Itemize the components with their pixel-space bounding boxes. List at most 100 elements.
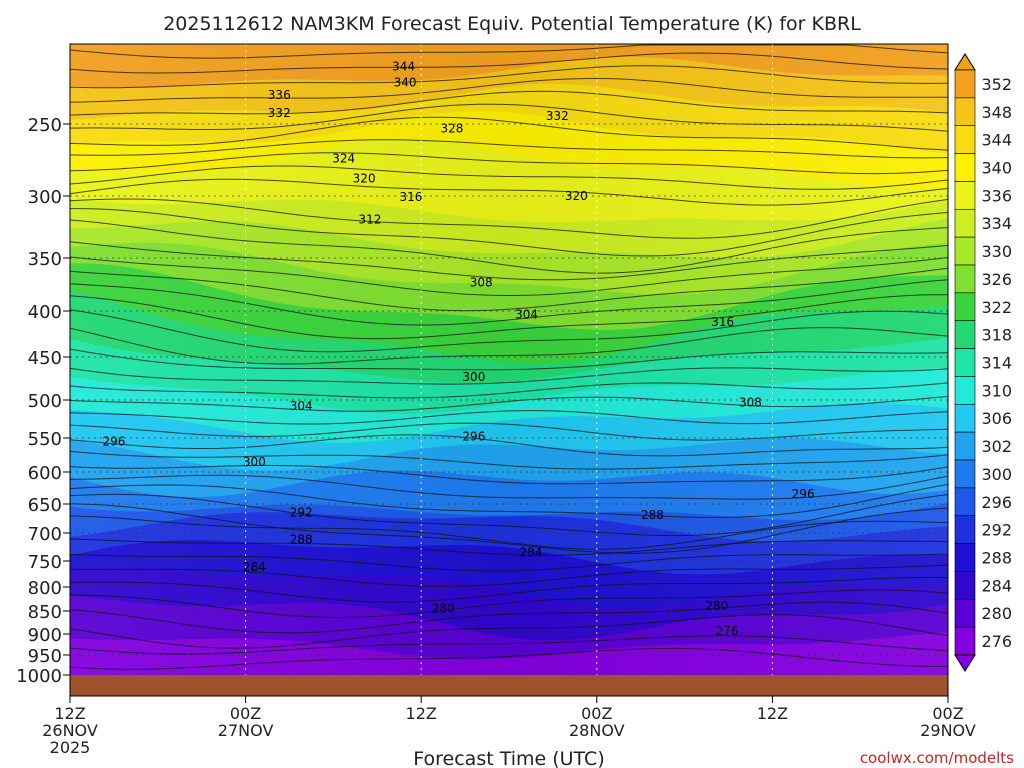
colorbar-swatch [954,431,976,461]
contour-label: 296 [102,434,125,448]
colorbar-label: 280 [981,604,1012,623]
y-tick-label: 650 [28,495,62,516]
colorbar-label: 348 [981,103,1012,122]
colorbar-label: 352 [981,75,1012,94]
ground-bar [70,675,948,696]
x-tick-time: 12Z [757,704,788,723]
colorbar-swatch [954,626,976,656]
y-tick-label: 800 [28,578,62,599]
x-tick-date: 26NOV [42,721,98,740]
contour-line [69,219,949,274]
contour-label: 288 [290,533,313,547]
contour-line [69,647,948,670]
x-tick-time: 00Z [932,704,963,723]
colorbar-swatch [954,571,976,600]
y-tick-label: 700 [28,524,62,545]
field-shading [70,44,948,675]
contour-line [69,515,949,550]
colorbar-swatch [954,97,976,127]
contour-line [69,493,949,537]
x-tick-date: 28NOV [569,721,625,740]
colorbar-label: 284 [981,576,1012,595]
colorbar-label: 318 [981,326,1012,345]
y-tick-label: 900 [28,625,62,646]
contour-line [69,78,948,103]
colorbar-label: 292 [981,521,1012,540]
colorbar-swatch [954,320,976,349]
colorbar-swatch [954,348,976,377]
contour-label: 296 [462,429,485,443]
colorbar: 352 348 344 340 336 334 330 326 322 318 314 310 306 3… [954,53,1012,672]
gridlines [70,44,948,676]
contour-label: 292 [290,506,313,520]
y-tick-label: 300 [28,187,62,208]
colorbar-label: 334 [981,214,1012,233]
contour-line [69,152,949,175]
y-tick-label: 400 [28,302,62,323]
contour-line [69,614,949,649]
colorbar-swatch [954,208,976,238]
contour-label: 304 [290,399,313,413]
y-tick-label: 850 [28,602,62,623]
contour-label: 280 [705,599,728,613]
colorbar-label: 296 [981,493,1012,512]
x-tick-date: 29NOV [920,721,976,740]
contour-line [69,267,949,312]
contour-line [69,198,949,239]
x-tick-date: 27NOV [218,721,274,740]
colorbar-swatch [954,153,976,182]
contour-line [69,450,949,470]
y-tick-label: 550 [28,429,62,450]
contour-line [69,116,949,151]
contour-label: 316 [711,315,734,329]
x-tick-year: 2025 [50,738,91,757]
colorbar-label: 288 [981,549,1012,568]
contour-label: 340 [394,75,417,89]
contour-label: 304 [515,308,538,322]
colorbar-label: 306 [981,409,1012,428]
contour-line [69,483,949,519]
contour-line [69,422,949,441]
contour-line [69,165,949,190]
colorbar-label: 336 [981,186,1012,205]
contour-line [69,65,949,89]
colorbar-label: 326 [981,270,1012,289]
contour-label: 308 [470,275,493,289]
contour-line [69,410,949,425]
x-tick-time: 00Z [581,704,612,723]
colorbar-swatch [954,459,976,489]
contour-label: 276 [716,624,739,638]
contour-line [69,44,949,59]
x-axis-label: Forecast Time (UTC) [413,748,604,768]
colorbar-swatch [954,543,976,572]
y-tick-label: 950 [28,646,62,667]
colorbar-label: 300 [981,465,1012,484]
contour-line [69,538,948,556]
contour-line [69,256,949,296]
contour-line [69,139,949,159]
contour-line [69,576,949,603]
plot-frame [69,43,949,697]
contour-line [69,382,949,399]
contour-line [69,474,949,500]
contour-label: 284 [519,546,542,560]
colorbar-swatch [954,69,976,99]
contour-line [69,52,949,74]
contour-line [69,464,949,485]
x-tick-time: 12Z [54,704,85,723]
contour-label: 312 [359,213,382,227]
contour-line [69,90,949,116]
colorbar-label: 340 [981,159,1012,178]
colorbar-label: 310 [981,381,1012,400]
contour-line [69,553,949,572]
contour-line [69,241,949,281]
contour-label: 300 [462,370,485,384]
contour-label: 300 [243,455,266,469]
contour-line [70,208,949,257]
colorbar-label: 276 [981,632,1012,651]
y-tick-label: 750 [28,552,62,573]
colorbar-swatch [954,264,976,294]
x-tick-time: 00Z [230,704,261,723]
y-tick-label: 600 [28,463,62,484]
chart-title: 2025112612 NAM3KM Forecast Equiv. Potent… [163,13,861,35]
